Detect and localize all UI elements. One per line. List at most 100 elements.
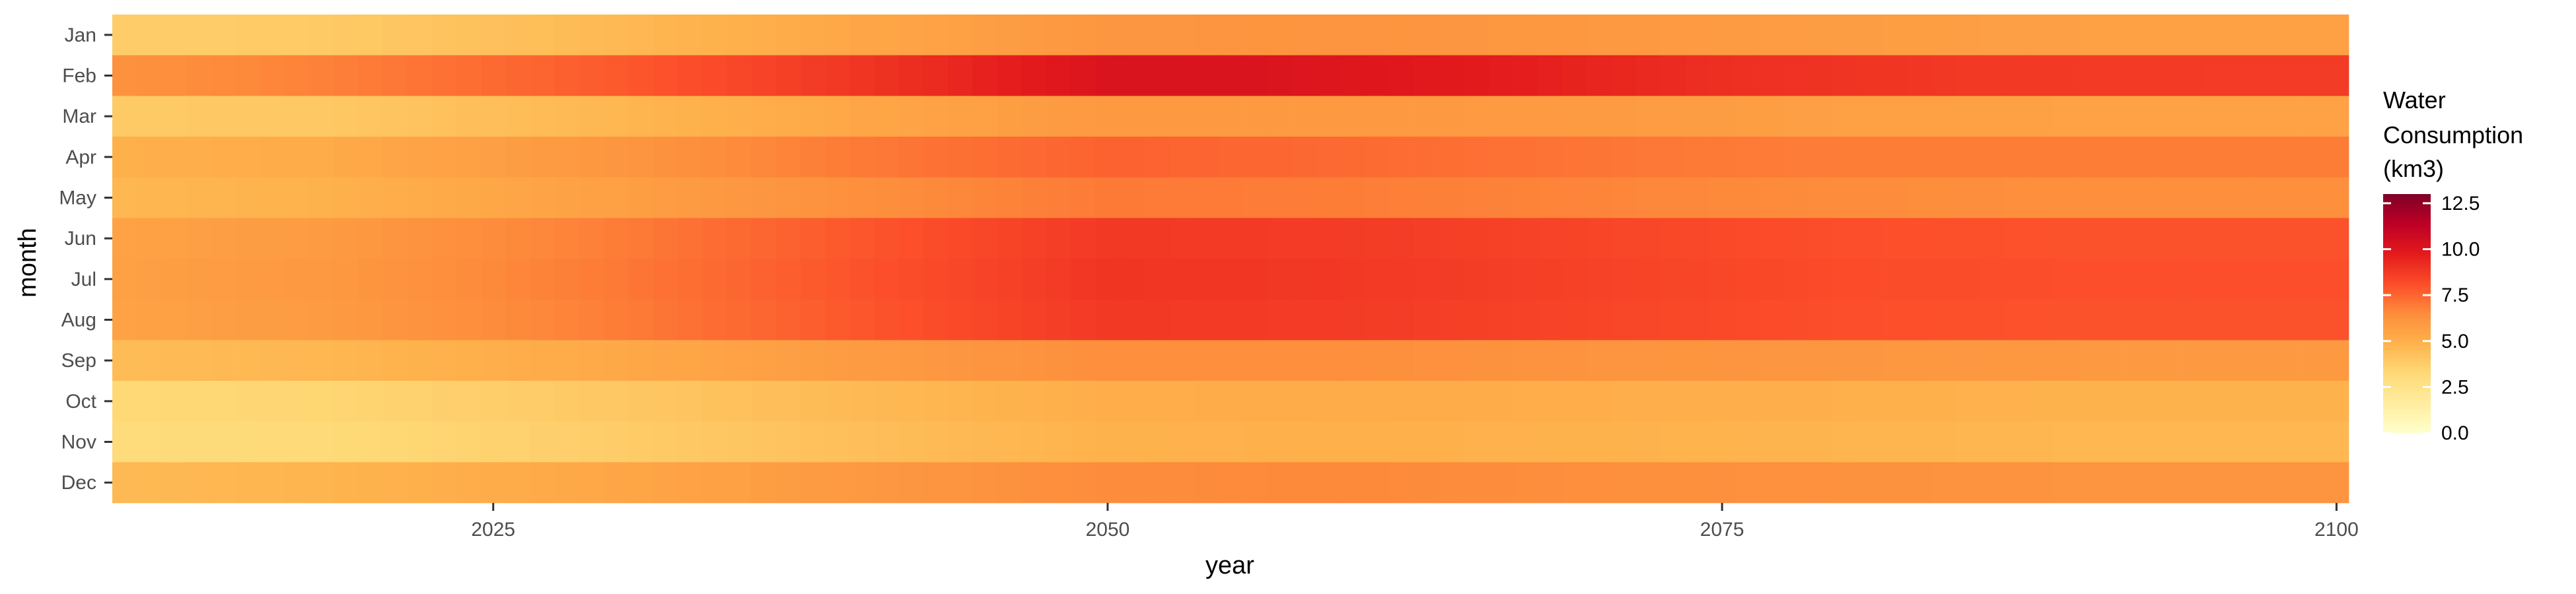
x-axis-title: year (1205, 552, 1254, 579)
heatmap-cell (1267, 381, 1293, 422)
heatmap-cell (2225, 96, 2251, 137)
heatmap-cell (972, 55, 997, 96)
heatmap-cell (1685, 55, 1710, 96)
legend-color-segment (2383, 398, 2431, 400)
heatmap-cell (653, 340, 678, 381)
heatmap-cell (1906, 259, 1931, 300)
heatmap-cell (1832, 96, 1858, 137)
heatmap-cell (1783, 137, 1808, 178)
heatmap-cell (1513, 137, 1538, 178)
heatmap-cell (210, 259, 236, 300)
heatmap-cell (1120, 259, 1145, 300)
heatmap-cell (1168, 55, 1194, 96)
heatmap-cell (1734, 421, 1760, 463)
heatmap-cell (2102, 381, 2128, 422)
heatmap-cell (2102, 137, 2128, 178)
heatmap-cell (1931, 421, 1956, 463)
heatmap-cell (2128, 299, 2153, 341)
heatmap-cell (727, 299, 752, 341)
heatmap-cell (1931, 218, 1956, 259)
heatmap-cell (1808, 259, 1833, 300)
heatmap-cell (1488, 137, 1514, 178)
heatmap-cell (1980, 259, 2005, 300)
y-tick-label: May (59, 187, 96, 209)
heatmap-cell (1464, 218, 1489, 259)
heatmap-cell (2250, 259, 2275, 300)
heatmap-cell (1341, 55, 1366, 96)
heatmap-cell (2176, 381, 2202, 422)
heatmap-cell (530, 218, 555, 259)
legend-color-segment (2383, 203, 2431, 205)
heatmap-cell (1021, 15, 1047, 56)
heatmap-cell (1439, 299, 1464, 341)
heatmap-cell (2299, 259, 2325, 300)
heatmap-cell (874, 381, 900, 422)
heatmap-cell (2225, 340, 2251, 381)
heatmap-cell (112, 421, 137, 463)
heatmap-cell (1488, 177, 1514, 218)
heatmap-cell (260, 462, 285, 504)
heatmap-cell (186, 259, 211, 300)
heatmap-cell (2078, 340, 2104, 381)
heatmap-cell (2005, 15, 2030, 56)
heatmap-cell (333, 15, 359, 56)
heatmap-cell (308, 259, 334, 300)
heatmap-cell (1513, 96, 1538, 137)
heatmap-cell (653, 462, 678, 504)
heatmap-cell (112, 15, 137, 56)
heatmap-cell (456, 340, 482, 381)
heatmap-cell (1292, 137, 1317, 178)
heatmap-cell (1758, 421, 1784, 463)
heatmap-cell (2176, 55, 2202, 96)
heatmap-cell (112, 340, 137, 381)
heatmap-cell (1538, 218, 1563, 259)
heatmap-cell (604, 177, 629, 218)
legend-color-segment (2383, 238, 2431, 240)
legend-color-segment (2383, 430, 2431, 432)
heatmap-cell (382, 15, 408, 56)
heatmap-cell (1635, 96, 1661, 137)
legend-color-segment (2383, 304, 2431, 306)
x-tick-label: 2050 (1086, 519, 1130, 541)
heatmap-cell (2102, 96, 2128, 137)
legend-color-segment (2383, 336, 2431, 338)
heatmap-cell (1587, 15, 1612, 56)
heatmap-cell (1267, 96, 1293, 137)
legend-color-segment (2383, 378, 2431, 380)
heatmap-cell (702, 15, 727, 56)
heatmap-cell (2225, 177, 2251, 218)
legend-color-segment (2383, 230, 2431, 232)
heatmap-cell (1120, 299, 1145, 341)
legend-color-segment (2383, 226, 2431, 228)
legend-color-segment (2383, 365, 2431, 368)
legend-colorbar (2383, 194, 2431, 434)
heatmap-cell (702, 55, 727, 96)
heatmap-cell (677, 340, 703, 381)
heatmap-cell (727, 259, 752, 300)
heatmap-cell (284, 340, 310, 381)
heatmap-cell (653, 421, 678, 463)
legend-tick-label: 12.5 (2441, 193, 2480, 214)
heatmap-cell (1906, 137, 1931, 178)
heatmap-cell (849, 462, 875, 504)
heatmap-cell (2029, 55, 2054, 96)
heatmap-cell (2275, 55, 2300, 96)
legend-color-segment (2383, 415, 2431, 417)
legend-color-segment (2383, 432, 2431, 434)
heatmap-cell (751, 15, 776, 56)
heatmap-cell (849, 299, 875, 341)
heatmap-cell (948, 96, 973, 137)
heatmap-cell (1390, 421, 1415, 463)
heatmap-cell (1071, 381, 1096, 422)
heatmap-cell (849, 177, 875, 218)
heatmap-cell (2054, 421, 2079, 463)
heatmap-cell (948, 177, 973, 218)
heatmap-cell (1488, 340, 1514, 381)
heatmap-cell (1685, 340, 1710, 381)
legend-color-segment (2383, 236, 2431, 238)
heatmap-cell (2128, 96, 2153, 137)
heatmap-cell (1808, 462, 1833, 504)
heatmap-cell (702, 218, 727, 259)
legend-color-segment (2383, 425, 2431, 427)
heatmap-cell (161, 15, 186, 56)
